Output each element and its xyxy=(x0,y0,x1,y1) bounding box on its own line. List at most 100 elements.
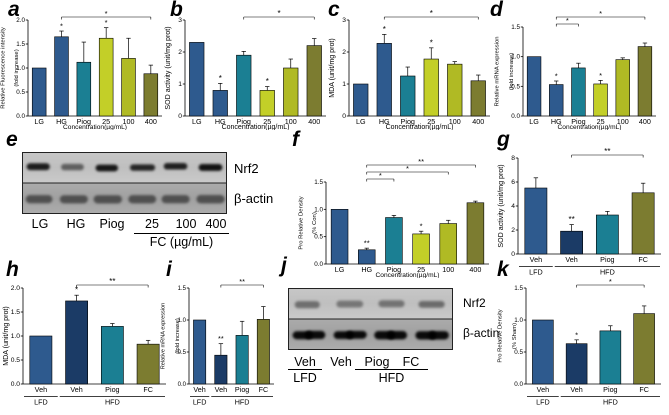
svg-text:0.0: 0.0 xyxy=(314,261,323,268)
svg-text:0.0: 0.0 xyxy=(11,381,21,388)
svg-text:Veh: Veh xyxy=(570,385,582,394)
svg-text:*: * xyxy=(420,222,423,231)
svg-text:8: 8 xyxy=(511,155,515,162)
svg-text:(fold increase): (fold increase) xyxy=(14,49,20,86)
svg-text:FC: FC xyxy=(143,385,153,394)
svg-text:Veh: Veh xyxy=(70,385,82,394)
svg-text:HFD: HFD xyxy=(603,398,618,407)
svg-text:*: * xyxy=(105,9,108,18)
svg-text:1: 1 xyxy=(178,81,182,88)
svg-text:400: 400 xyxy=(145,117,157,126)
svg-text:2: 2 xyxy=(342,49,346,56)
svg-text:1.0: 1.0 xyxy=(11,333,21,340)
svg-text:Piog: Piog xyxy=(600,255,614,264)
svg-text:Veh: Veh xyxy=(530,255,542,264)
svg-text:Pro Relative Density: Pro Relative Density xyxy=(298,196,304,249)
svg-text:(fold increase): (fold increase) xyxy=(175,318,181,354)
svg-text:0.0: 0.0 xyxy=(514,381,523,388)
svg-text:LFD: LFD xyxy=(34,398,48,407)
svg-text:*: * xyxy=(266,77,269,86)
svg-text:0.0: 0.0 xyxy=(16,113,25,120)
svg-text:*: * xyxy=(609,277,612,286)
svg-text:**: ** xyxy=(239,277,245,286)
svg-text:*: * xyxy=(555,71,558,80)
svg-text:Veh: Veh xyxy=(537,385,549,394)
svg-text:400: 400 xyxy=(472,117,484,126)
svg-text:1.5: 1.5 xyxy=(314,179,323,186)
svg-text:MDA (unit/mg prot): MDA (unit/mg prot) xyxy=(328,38,336,98)
svg-text:*: * xyxy=(219,74,222,83)
svg-text:MDA (unit/mg prot): MDA (unit/mg prot) xyxy=(2,306,10,366)
svg-text:1.5: 1.5 xyxy=(178,286,187,292)
svg-text:1.5: 1.5 xyxy=(11,309,21,316)
svg-text:Concentration(µg/mL): Concentration(µg/mL) xyxy=(386,124,454,130)
svg-text:0: 0 xyxy=(511,251,515,258)
svg-text:**: ** xyxy=(109,277,115,286)
svg-text:*: * xyxy=(277,9,280,18)
svg-text:**: ** xyxy=(218,334,224,343)
svg-text:*: * xyxy=(575,330,578,339)
svg-text:400: 400 xyxy=(639,117,651,126)
svg-text:LFD: LFD xyxy=(193,398,207,407)
svg-text:1.5: 1.5 xyxy=(16,41,25,48)
svg-text:0.5: 0.5 xyxy=(16,89,25,96)
svg-text:Veh: Veh xyxy=(565,255,577,264)
svg-text:HG: HG xyxy=(361,265,372,274)
svg-text:(% Con): (% Con) xyxy=(312,212,318,234)
svg-text:LG: LG xyxy=(529,117,539,126)
svg-text:Veh: Veh xyxy=(35,385,47,394)
svg-text:*: * xyxy=(430,38,433,47)
svg-text:Veh: Veh xyxy=(193,385,205,394)
svg-text:*: * xyxy=(383,25,386,34)
svg-text:**: ** xyxy=(364,239,370,248)
svg-text:Concentration(µg/mL): Concentration(µg/mL) xyxy=(63,124,127,130)
svg-text:SOD activity (unit/mg prot): SOD activity (unit/mg prot) xyxy=(497,164,505,247)
svg-text:FC: FC xyxy=(259,385,269,394)
svg-text:Veh: Veh xyxy=(215,385,227,394)
svg-text:2: 2 xyxy=(511,227,515,234)
svg-text:100: 100 xyxy=(442,265,454,274)
svg-text:LG: LG xyxy=(34,117,44,126)
svg-text:**: ** xyxy=(418,157,424,166)
svg-text:4: 4 xyxy=(511,203,515,210)
svg-text:*: * xyxy=(60,22,63,31)
svg-text:1.5: 1.5 xyxy=(511,24,520,31)
svg-text:Pro Relative Density: Pro Relative Density xyxy=(497,309,503,362)
svg-text:Piog: Piog xyxy=(603,385,617,394)
svg-text:(% Sham): (% Sham) xyxy=(512,323,518,349)
svg-text:1.5: 1.5 xyxy=(514,285,523,292)
svg-text:6: 6 xyxy=(511,179,515,186)
svg-text:LFD: LFD xyxy=(536,398,550,407)
svg-text:LG: LG xyxy=(335,265,345,274)
svg-text:Piog: Piog xyxy=(105,385,119,394)
svg-text:400: 400 xyxy=(308,117,320,126)
svg-text:2: 2 xyxy=(178,49,182,56)
svg-text:LG: LG xyxy=(192,117,202,126)
svg-text:2.0: 2.0 xyxy=(11,285,21,292)
svg-text:*: * xyxy=(105,18,108,27)
svg-text:FC: FC xyxy=(639,385,649,394)
svg-text:*: * xyxy=(430,9,433,18)
svg-text:400: 400 xyxy=(469,265,481,274)
svg-text:0.5: 0.5 xyxy=(11,357,21,364)
svg-text:0: 0 xyxy=(178,113,182,120)
svg-text:Relative mRNA expression: Relative mRNA expression xyxy=(494,36,500,106)
svg-text:1: 1 xyxy=(342,81,346,88)
svg-text:(fold increase): (fold increase) xyxy=(509,53,515,90)
svg-text:Concentration(µg/mL): Concentration(µg/mL) xyxy=(558,124,622,130)
svg-text:*: * xyxy=(599,9,602,18)
svg-text:HFD: HFD xyxy=(105,398,120,407)
svg-text:3: 3 xyxy=(342,17,346,24)
svg-text:**: ** xyxy=(569,215,575,224)
svg-text:HFD: HFD xyxy=(235,398,250,407)
svg-text:FC: FC xyxy=(638,255,648,264)
svg-text:Concentration(µg/mL): Concentration(µg/mL) xyxy=(222,124,290,130)
svg-text:0.0: 0.0 xyxy=(511,113,520,120)
svg-text:SOD activity (unit/mg prot): SOD activity (unit/mg prot) xyxy=(164,26,172,109)
svg-text:*: * xyxy=(599,71,602,80)
svg-text:0.0: 0.0 xyxy=(178,382,187,388)
svg-text:0: 0 xyxy=(342,113,346,120)
svg-text:**: ** xyxy=(604,147,610,156)
svg-text:Piog: Piog xyxy=(235,385,249,394)
svg-text:Relative Fluorescence intensit: Relative Fluorescence intensity xyxy=(0,27,6,109)
